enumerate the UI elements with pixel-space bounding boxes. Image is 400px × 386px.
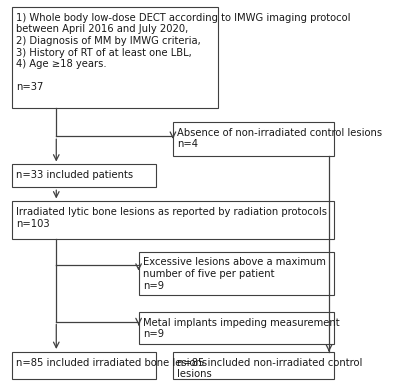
FancyBboxPatch shape: [12, 7, 218, 108]
FancyBboxPatch shape: [139, 312, 334, 344]
Text: Excessive lesions above a maximum
number of five per patient
n=9: Excessive lesions above a maximum number…: [143, 257, 326, 291]
FancyBboxPatch shape: [12, 164, 156, 187]
Text: Metal implants impeding measurement
n=9: Metal implants impeding measurement n=9: [143, 318, 340, 339]
FancyBboxPatch shape: [173, 352, 334, 379]
Text: Absence of non-irradiated control lesions
n=4: Absence of non-irradiated control lesion…: [177, 128, 382, 149]
FancyBboxPatch shape: [173, 122, 334, 156]
Text: n=33 included patients: n=33 included patients: [16, 170, 133, 180]
Text: Irradiated lytic bone lesions as reported by radiation protocols
n=103: Irradiated lytic bone lesions as reporte…: [16, 207, 327, 229]
Text: n=85 included non-irradiated control
lesions: n=85 included non-irradiated control les…: [177, 357, 363, 379]
Text: n=85 included irradiated bone lesions: n=85 included irradiated bone lesions: [16, 357, 207, 367]
Text: 1) Whole body low-dose DECT according to IMWG imaging protocol
between April 201: 1) Whole body low-dose DECT according to…: [16, 13, 351, 92]
FancyBboxPatch shape: [12, 201, 334, 239]
FancyBboxPatch shape: [12, 352, 156, 379]
FancyBboxPatch shape: [139, 252, 334, 295]
